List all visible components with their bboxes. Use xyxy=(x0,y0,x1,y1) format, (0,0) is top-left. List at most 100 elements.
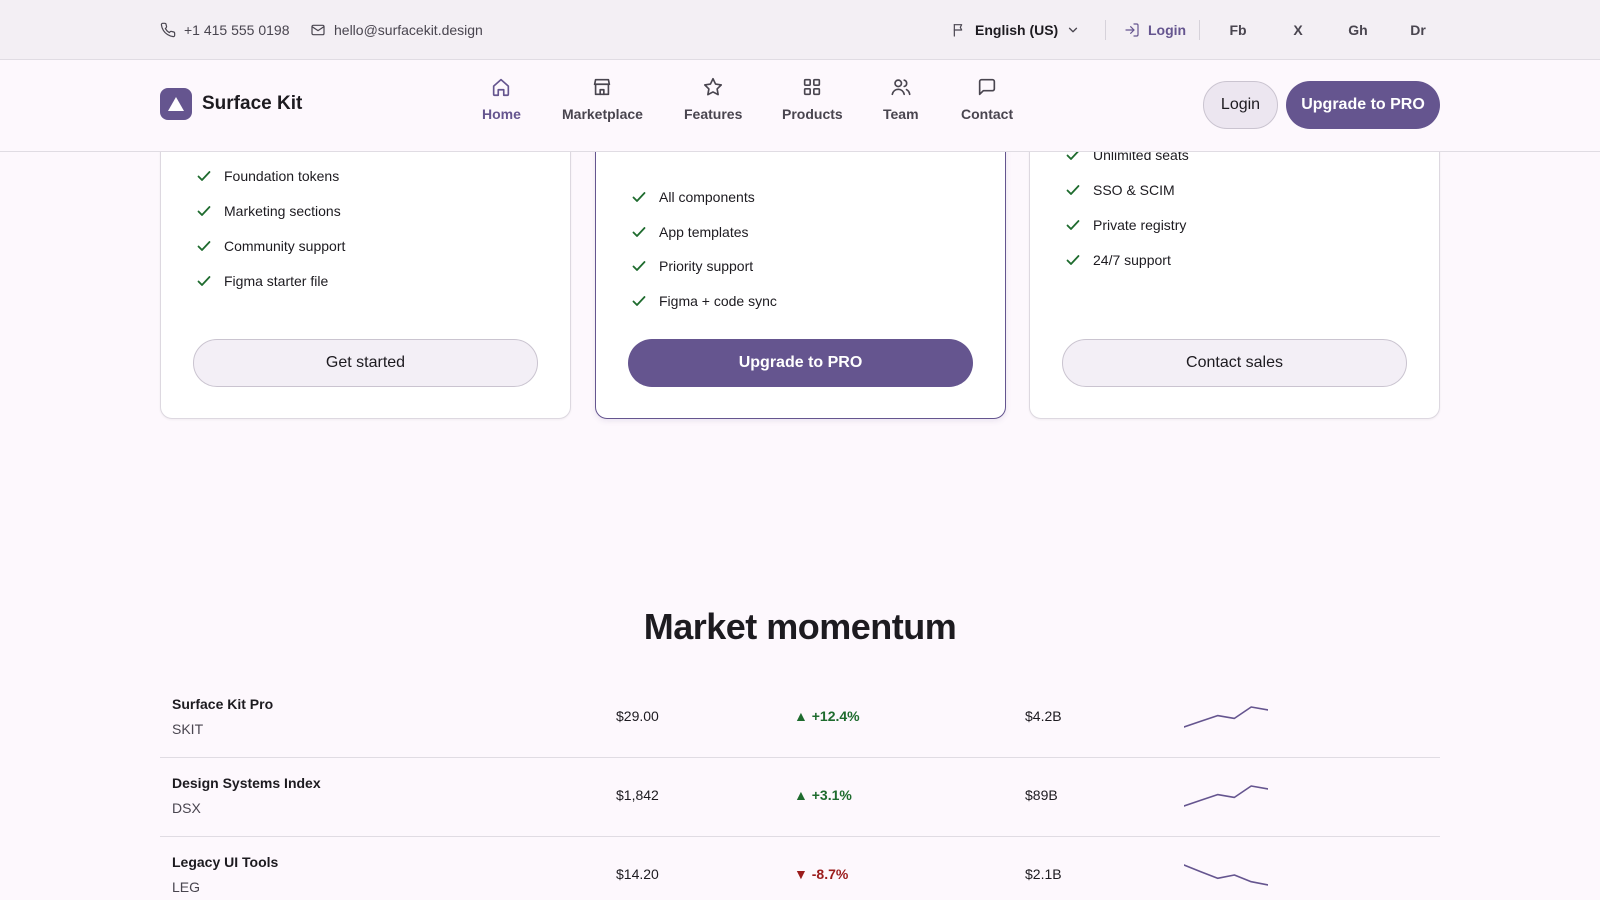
sparkline-chart xyxy=(1184,864,1268,886)
asset-name: Surface Kit Pro xyxy=(172,696,274,712)
nav-tab-home[interactable]: Home xyxy=(482,76,521,136)
feature-label: Foundation tokens xyxy=(224,168,340,184)
phone-number: +1 415 555 0198 xyxy=(184,22,290,38)
sparkline-chart xyxy=(1184,706,1268,728)
check-icon xyxy=(631,189,647,205)
asset-name: Legacy UI Tools xyxy=(172,854,279,870)
feature-item: Private registry xyxy=(1065,217,1186,233)
feature-item: Figma + code sync xyxy=(631,293,777,309)
social-facebook[interactable]: Fb xyxy=(1229,22,1247,38)
asset-market-cap: $2.1B xyxy=(1025,866,1062,882)
nav-tab-label: Features xyxy=(684,106,743,122)
asset-ticker: DSX xyxy=(172,800,201,816)
pricing-card-pro: All components App templates Priority su… xyxy=(595,110,1006,419)
check-icon xyxy=(631,293,647,309)
contact-sales-button[interactable]: Contact sales xyxy=(1062,339,1407,387)
language-select[interactable]: English (US) xyxy=(951,0,1080,60)
upgrade-to-pro-button[interactable]: Upgrade to PRO xyxy=(628,339,973,387)
social-x[interactable]: X xyxy=(1293,22,1303,38)
nav-tab-label: Home xyxy=(482,106,521,122)
nav-tab-label: Products xyxy=(782,106,843,122)
market-row[interactable]: Design Systems Index DSX $1,842 ▲ +3.1% … xyxy=(160,758,1440,837)
feature-label: Marketing sections xyxy=(224,203,341,219)
top-login-link[interactable]: Login xyxy=(1124,0,1186,60)
section-title: Market momentum xyxy=(643,606,957,647)
social-dribbble[interactable]: Dr xyxy=(1410,22,1426,38)
check-icon xyxy=(196,203,212,219)
check-icon xyxy=(631,258,647,274)
main-navigation: Surface Kit Home Marketplace Features Pr… xyxy=(0,60,1600,152)
chevron-down-icon xyxy=(1066,23,1080,37)
feature-label: SSO & SCIM xyxy=(1093,182,1175,198)
asset-price: $14.20 xyxy=(616,866,659,882)
feature-item: All components xyxy=(631,189,755,205)
feature-label: Private registry xyxy=(1093,217,1187,233)
nav-tab-label: Marketplace xyxy=(562,106,643,122)
feature-label: Figma starter file xyxy=(224,273,329,289)
login-button[interactable]: Login xyxy=(1203,81,1278,129)
market-row[interactable]: Surface Kit Pro SKIT $29.00 ▲ +12.4% $4.… xyxy=(160,679,1440,758)
asset-ticker: LEG xyxy=(172,879,201,895)
check-icon xyxy=(196,238,212,254)
asset-price: $29.00 xyxy=(616,708,659,724)
team-icon xyxy=(890,76,912,98)
check-icon xyxy=(1065,147,1081,163)
home-icon xyxy=(490,76,512,98)
feature-item: App templates xyxy=(631,224,749,240)
divider xyxy=(1105,20,1106,40)
upgrade-button[interactable]: Upgrade to PRO xyxy=(1286,81,1440,129)
feature-item: Figma starter file xyxy=(196,273,328,289)
check-icon xyxy=(631,224,647,240)
feature-item: Community support xyxy=(196,238,345,254)
pricing-card-enterprise: Unlimited seats SSO & SCIM Private regis… xyxy=(1029,110,1440,419)
sparkline-chart xyxy=(1184,785,1268,807)
check-icon xyxy=(1065,182,1081,198)
sparkline-line xyxy=(1184,706,1268,728)
utility-bar: +1 415 555 0198 hello@surfacekit.design … xyxy=(0,0,1600,60)
get-started-button[interactable]: Get started xyxy=(193,339,538,387)
feature-item: SSO & SCIM xyxy=(1065,182,1175,198)
nav-tab-features[interactable]: Features xyxy=(684,76,742,136)
asset-name: Design Systems Index xyxy=(172,775,321,791)
phone-icon xyxy=(160,22,176,38)
feature-label: Priority support xyxy=(659,258,754,274)
feature-label: App templates xyxy=(659,224,749,240)
feature-item: Marketing sections xyxy=(196,203,341,219)
brand-link[interactable]: Surface Kit xyxy=(160,88,302,120)
nav-tab-label: Team xyxy=(883,106,919,122)
email-contact[interactable]: hello@surfacekit.design xyxy=(310,0,483,60)
login-link-label: Login xyxy=(1148,22,1187,38)
asset-change: ▼ -8.7% xyxy=(794,866,849,882)
nav-tab-team[interactable]: Team xyxy=(883,76,919,136)
asset-market-cap: $89B xyxy=(1025,787,1058,803)
check-icon xyxy=(196,273,212,289)
asset-price: $1,842 xyxy=(616,787,659,803)
mail-icon xyxy=(310,22,326,38)
feature-label: Figma + code sync xyxy=(659,293,777,309)
chat-icon xyxy=(976,76,998,98)
market-row[interactable]: Legacy UI Tools LEG $14.20 ▼ -8.7% $2.1B xyxy=(160,837,1440,900)
social-github[interactable]: Gh xyxy=(1348,22,1368,38)
check-icon xyxy=(1065,252,1081,268)
logo-icon xyxy=(160,88,192,120)
store-icon xyxy=(591,76,613,98)
asset-ticker: SKIT xyxy=(172,721,204,737)
login-icon xyxy=(1124,22,1140,38)
nav-tab-contact[interactable]: Contact xyxy=(961,76,1013,136)
asset-market-cap: $4.2B xyxy=(1025,708,1062,724)
check-icon xyxy=(196,168,212,184)
nav-tab-marketplace[interactable]: Marketplace xyxy=(562,76,643,136)
feature-item: Priority support xyxy=(631,258,753,274)
feature-label: All components xyxy=(659,189,755,205)
asset-change: ▲ +3.1% xyxy=(794,787,852,803)
flag-icon xyxy=(951,22,967,38)
pricing-card-starter: Foundation tokens Marketing sections Com… xyxy=(160,110,571,419)
grid-icon xyxy=(801,76,823,98)
asset-change: ▲ +12.4% xyxy=(794,708,860,724)
brand-name: Surface Kit xyxy=(202,93,303,114)
nav-tab-products[interactable]: Products xyxy=(782,76,843,136)
phone-contact[interactable]: +1 415 555 0198 xyxy=(160,0,290,60)
feature-item: 24/7 support xyxy=(1065,252,1171,268)
divider xyxy=(1199,20,1200,40)
nav-tab-label: Contact xyxy=(961,106,1014,122)
